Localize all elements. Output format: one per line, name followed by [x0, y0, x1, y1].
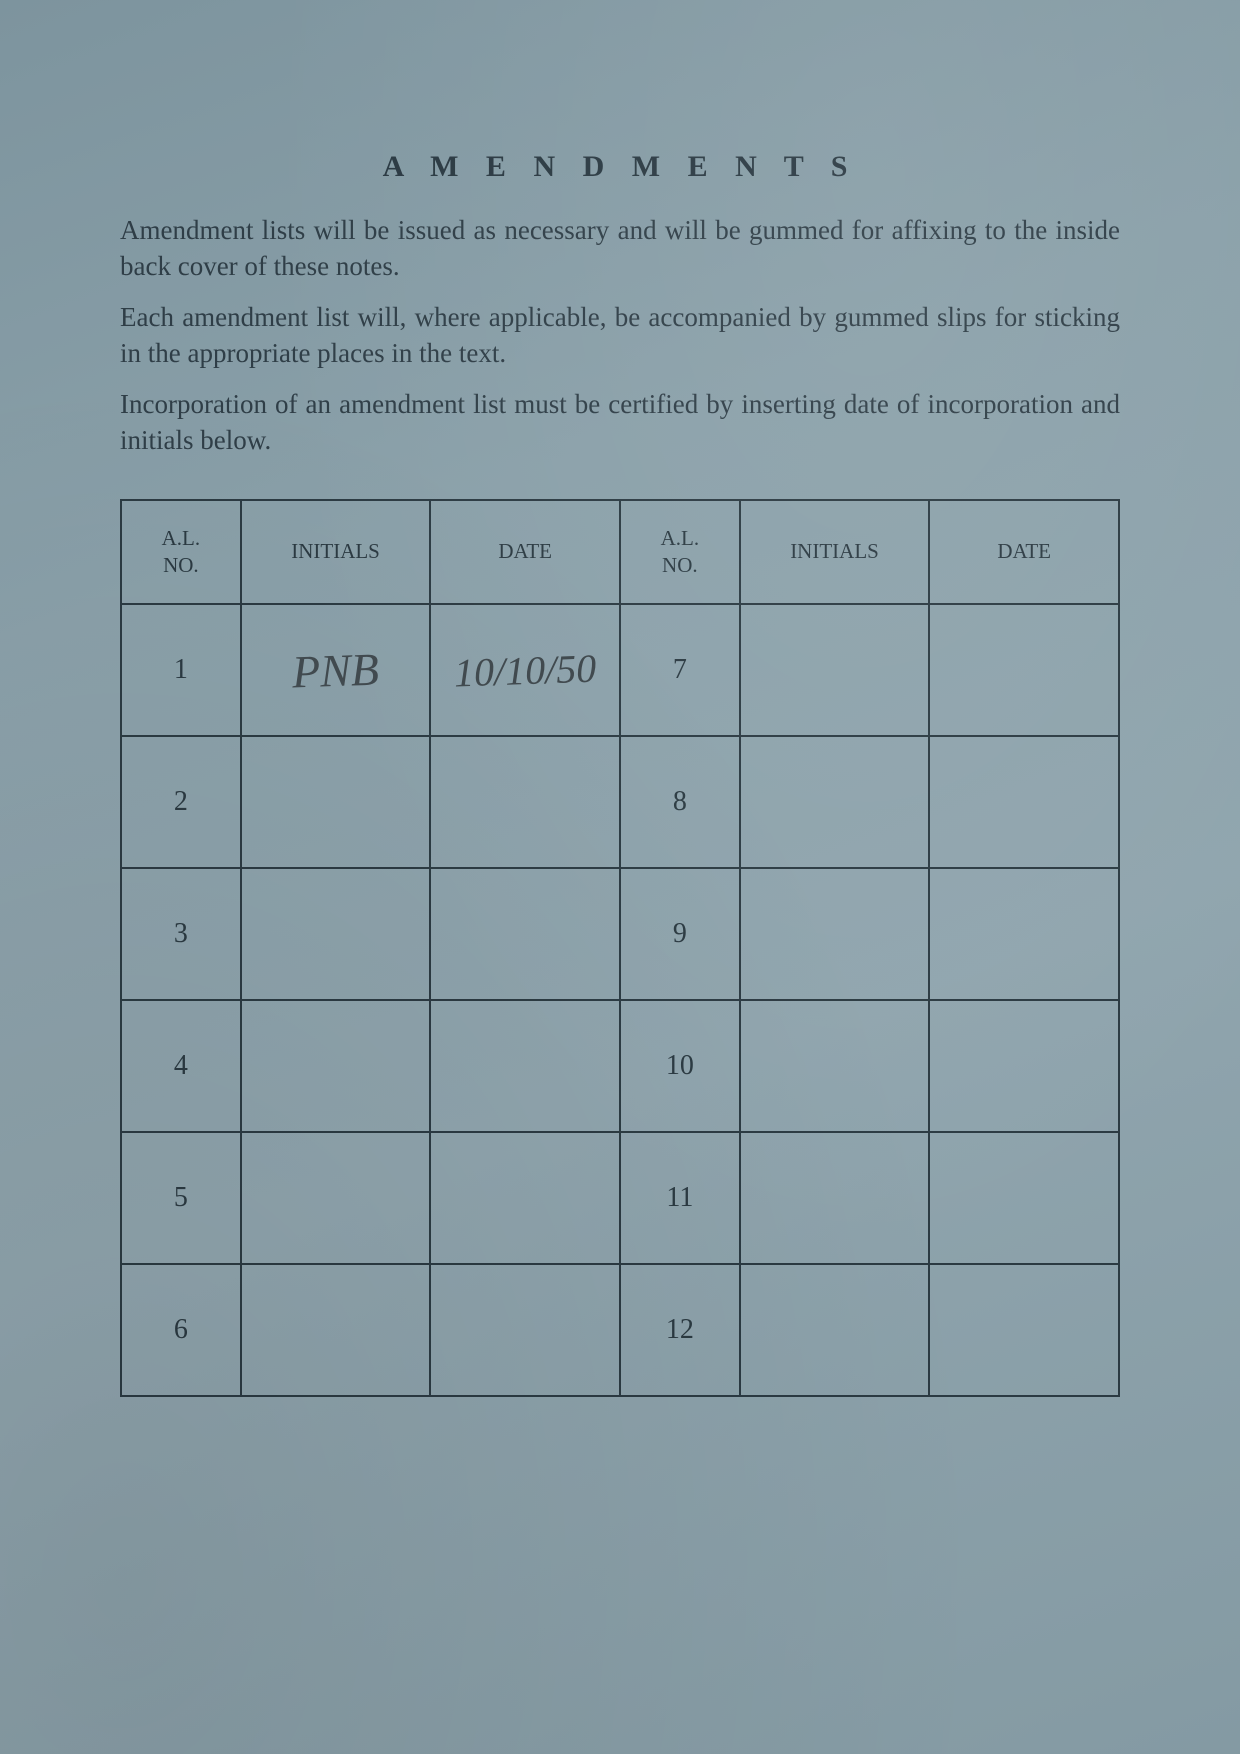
cell-date: 10/10/50 — [430, 604, 620, 736]
table-row: 4 10 — [121, 1000, 1119, 1132]
col-al-no-right: A.L. NO. — [620, 500, 740, 605]
cell-al-no: 8 — [620, 736, 740, 868]
cell-al-no: 9 — [620, 868, 740, 1000]
cell-date — [929, 1264, 1119, 1396]
cell-date — [430, 1264, 620, 1396]
cell-date — [929, 1132, 1119, 1264]
table-row: 1 PNB 10/10/50 7 — [121, 604, 1119, 736]
cell-date — [430, 1000, 620, 1132]
col-initials-left: INITIALS — [241, 500, 431, 605]
header-text: DATE — [997, 539, 1051, 563]
cell-initials — [241, 736, 431, 868]
col-date-right: DATE — [929, 500, 1119, 605]
col-initials-right: INITIALS — [740, 500, 930, 605]
cell-al-no: 3 — [121, 868, 241, 1000]
cell-date — [430, 868, 620, 1000]
cell-date — [430, 1132, 620, 1264]
cell-date — [929, 1000, 1119, 1132]
cell-initials — [241, 1264, 431, 1396]
cell-initials — [241, 1132, 431, 1264]
cell-initials — [740, 1264, 930, 1396]
cell-date — [929, 604, 1119, 736]
header-text: A.L. NO. — [162, 526, 201, 577]
header-text: DATE — [498, 539, 552, 563]
cell-al-no: 2 — [121, 736, 241, 868]
cell-date — [929, 736, 1119, 868]
cell-date — [929, 868, 1119, 1000]
cell-initials — [740, 736, 930, 868]
cell-al-no: 1 — [121, 604, 241, 736]
cell-initials — [740, 1000, 930, 1132]
amendments-table: A.L. NO. INITIALS DATE A.L. NO. INITIALS… — [120, 499, 1120, 1398]
table-row: 3 9 — [121, 868, 1119, 1000]
cell-initials — [740, 604, 930, 736]
table-row: 2 8 — [121, 736, 1119, 868]
table-header-row: A.L. NO. INITIALS DATE A.L. NO. INITIALS… — [121, 500, 1119, 605]
cell-al-no: 12 — [620, 1264, 740, 1396]
cell-al-no: 5 — [121, 1132, 241, 1264]
header-text: A.L. NO. — [661, 526, 700, 577]
table-row: 5 11 — [121, 1132, 1119, 1264]
cell-al-no: 4 — [121, 1000, 241, 1132]
handwritten-date: 10/10/50 — [453, 644, 597, 696]
intro-paragraph-3: Incorporation of an amendment list must … — [120, 386, 1120, 459]
handwritten-initials: PNB — [291, 642, 380, 698]
cell-al-no: 6 — [121, 1264, 241, 1396]
intro-paragraph-2: Each amendment list will, where applicab… — [120, 299, 1120, 372]
cell-initials — [740, 868, 930, 1000]
cell-initials — [241, 1000, 431, 1132]
cell-initials — [740, 1132, 930, 1264]
col-date-left: DATE — [430, 500, 620, 605]
cell-initials: PNB — [241, 604, 431, 736]
intro-paragraph-1: Amendment lists will be issued as necess… — [120, 212, 1120, 285]
header-text: INITIALS — [790, 539, 879, 563]
cell-al-no: 11 — [620, 1132, 740, 1264]
table-row: 6 12 — [121, 1264, 1119, 1396]
amendments-page: A M E N D M E N T S Amendment lists will… — [0, 0, 1240, 1754]
cell-date — [430, 736, 620, 868]
cell-al-no: 10 — [620, 1000, 740, 1132]
page-title: A M E N D M E N T S — [120, 150, 1120, 184]
col-al-no-left: A.L. NO. — [121, 500, 241, 605]
header-text: INITIALS — [291, 539, 380, 563]
cell-al-no: 7 — [620, 604, 740, 736]
cell-initials — [241, 868, 431, 1000]
